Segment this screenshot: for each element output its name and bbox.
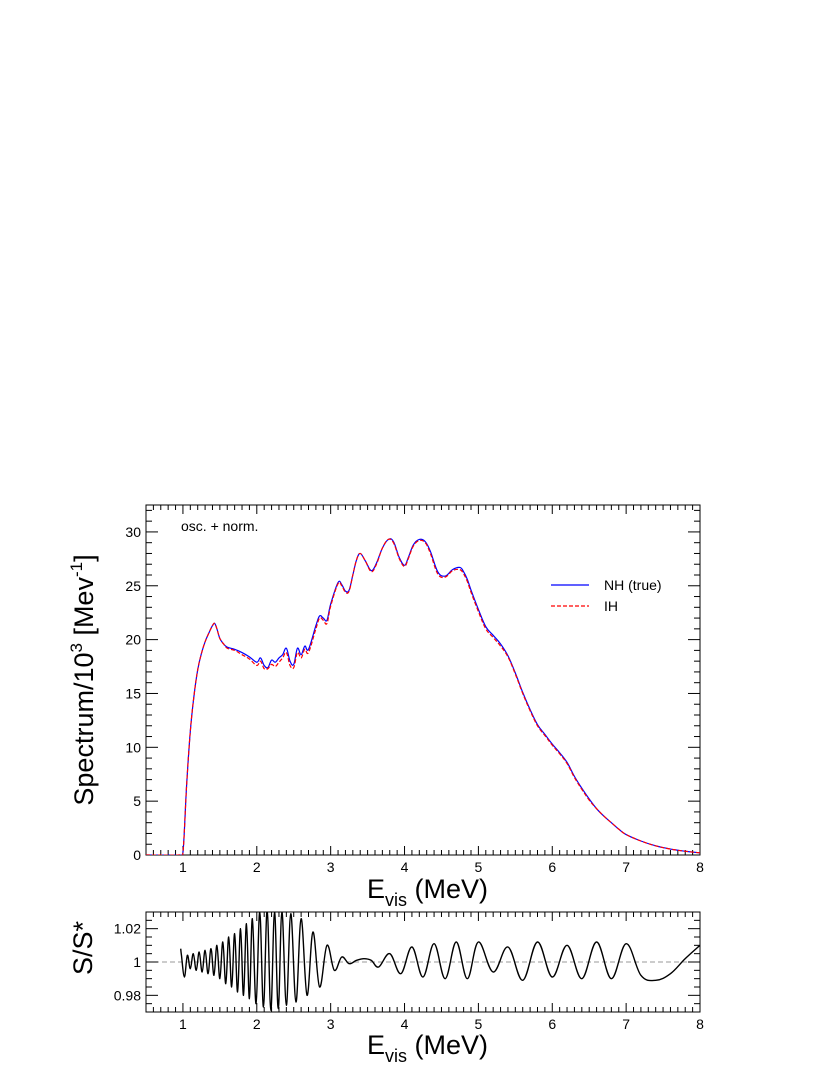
x-axis-title-ratio: Evis (MeV) — [367, 1030, 488, 1066]
y-title-sup2: -1 — [67, 562, 86, 577]
y-tick-label: 30 — [125, 524, 141, 540]
y-axis-title-ratio: S/S* — [68, 920, 98, 975]
y-tick-label: 0.98 — [114, 987, 141, 1003]
x-tick-label: 6 — [548, 1016, 556, 1032]
x-tick-label: 4 — [401, 859, 409, 875]
series-line-ih — [146, 538, 700, 855]
x-tick-label: 3 — [327, 859, 335, 875]
x-tick-label: 1 — [179, 1016, 187, 1032]
y-tick-label: 5 — [133, 793, 141, 809]
y-tick-label: 1.02 — [114, 921, 141, 937]
x-title-ratio-end: (MeV) — [407, 1030, 488, 1060]
x-tick-label: 6 — [548, 859, 556, 875]
x-title-ratio-sub: vis — [385, 1046, 407, 1066]
x-title-main: E — [367, 874, 385, 904]
y-tick-label: 15 — [125, 685, 141, 701]
x-tick-label: 8 — [696, 1016, 704, 1032]
annotation-text: osc. + norm. — [181, 518, 258, 534]
ratio-series-line — [180, 912, 700, 1012]
x-tick-label: 2 — [253, 1016, 261, 1032]
spectrum-plot-frame — [145, 504, 701, 856]
x-tick-label: 2 — [253, 859, 261, 875]
y-title-end: ] — [69, 554, 99, 562]
legend-label-nh: NH (true) — [604, 577, 662, 593]
legend-label-ih: IH — [604, 598, 618, 614]
x-tick-label: 8 — [696, 859, 704, 875]
ratio-panel: 1 2 3 4 5 6 7 8 0.98 1 1.02 S/S* Evis (MeV) — [68, 911, 704, 1066]
x-tick-label: 7 — [622, 1016, 630, 1032]
ratio-series-group — [180, 912, 700, 1012]
x-tick-label: 5 — [475, 859, 483, 875]
y-title-sup1: 3 — [67, 643, 86, 652]
y-axis-title-spectrum: Spectrum/103 [Mev-1] — [67, 554, 99, 805]
x-title-ratio-main: E — [367, 1030, 385, 1060]
y-tick-label: 25 — [125, 578, 141, 594]
x-axis-title-spectrum: Evis (MeV) — [367, 874, 488, 910]
ratio-axis-ticks — [145, 911, 701, 1013]
spectrum-series-group — [146, 538, 700, 855]
x-tick-label: 3 — [327, 1016, 335, 1032]
y-title-main: Spectrum/10 — [69, 653, 99, 806]
x-tick-label: 5 — [475, 1016, 483, 1032]
y-tick-label: 20 — [125, 632, 141, 648]
y-tick-label: 0 — [133, 847, 141, 863]
spectrum-tick-labels: 1 2 3 4 5 6 7 8 0 5 10 15 20 25 30 — [125, 524, 704, 875]
y-title-mid: [Mev — [69, 577, 99, 644]
spectrum-panel: 1 2 3 4 5 6 7 8 0 5 10 15 20 25 30 osc. + norm. NH (tr… — [67, 504, 704, 910]
x-tick-label: 7 — [622, 859, 630, 875]
legend: NH (true) IH — [551, 577, 662, 614]
x-title-sub: vis — [385, 890, 407, 910]
x-tick-label: 4 — [401, 1016, 409, 1032]
x-tick-label: 1 — [179, 859, 187, 875]
y-tick-label: 1 — [133, 954, 141, 970]
y-tick-label: 10 — [125, 739, 141, 755]
x-title-end: (MeV) — [407, 874, 488, 904]
spectrum-axis-ticks — [145, 505, 701, 856]
ratio-tick-labels: 1 2 3 4 5 6 7 8 0.98 1 1.02 — [114, 921, 704, 1032]
